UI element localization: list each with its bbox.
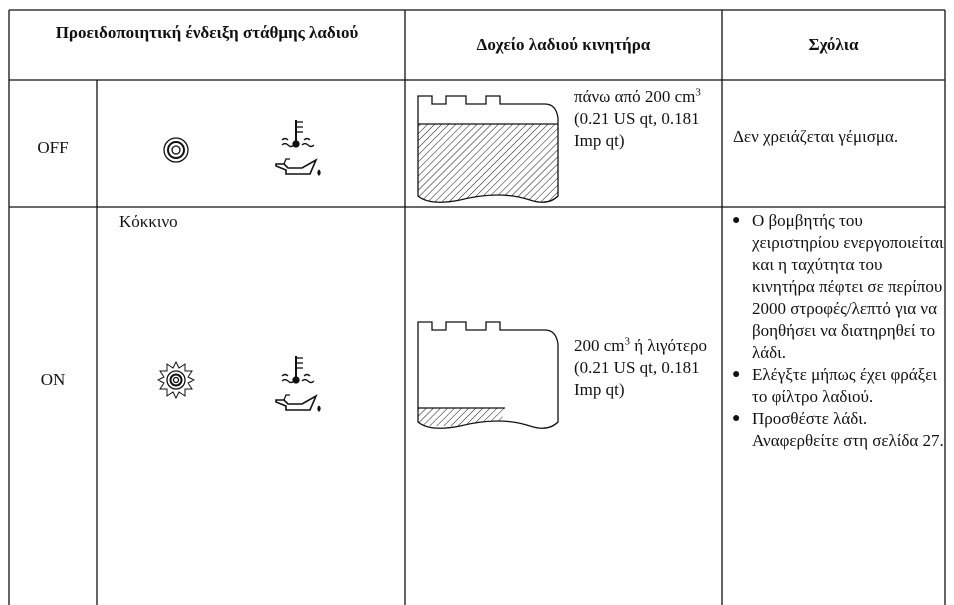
oil-level-icon	[275, 119, 321, 176]
comment-item: Ελέγξτε μήπως έχει φράξει το φίλτρο λαδι…	[732, 364, 944, 408]
color-label: Κόκκινο	[119, 212, 178, 231]
superscript: 3	[695, 86, 701, 99]
tank-low	[417, 321, 559, 429]
tank-text: 200 cm3 ή λιγότερο (0.21 US qt, 0.181 Im…	[574, 335, 709, 401]
lamp-on	[156, 360, 196, 400]
comment-item: Προσθέστε λάδι. Αναφερθείτε στη σελίδα 2…	[732, 408, 944, 452]
tank-text-part: πάνω από 200 cm	[574, 87, 696, 106]
comment: Δεν χρειάζεται γέμισμα.	[733, 127, 899, 146]
tank-text-part: (0.21 US qt, 0.181 Imp qt)	[574, 109, 700, 150]
table-borders	[8, 9, 946, 605]
header-tank: Δοχείο λαδιού κινητήρα	[476, 35, 651, 54]
state: ON	[40, 370, 66, 389]
superscript: 3	[624, 335, 631, 348]
tank-text: πάνω από 200 cm3 (0.21 US qt, 0.181 Imp …	[574, 86, 704, 152]
oil-level-icon	[275, 355, 321, 412]
header-indicator: Προειδοποιητική ένδειξη στάθμης λαδιού	[55, 23, 359, 42]
header-comments: Σχόλια	[808, 35, 859, 54]
state: OFF	[37, 138, 69, 157]
comment-list: Ο βομβητής του χειριστηρίου ενεργοποιείτ…	[732, 210, 944, 452]
tank-text-part: 200 cm	[574, 336, 625, 355]
lamp-off	[163, 137, 189, 163]
tank-full	[417, 95, 559, 203]
tank-text-part: ή λιγότερο (0.21 US qt, 0.181 Imp qt)	[574, 336, 707, 399]
comment-item: Ο βομβητής του χειριστηρίου ενεργοποιείτ…	[732, 210, 944, 364]
